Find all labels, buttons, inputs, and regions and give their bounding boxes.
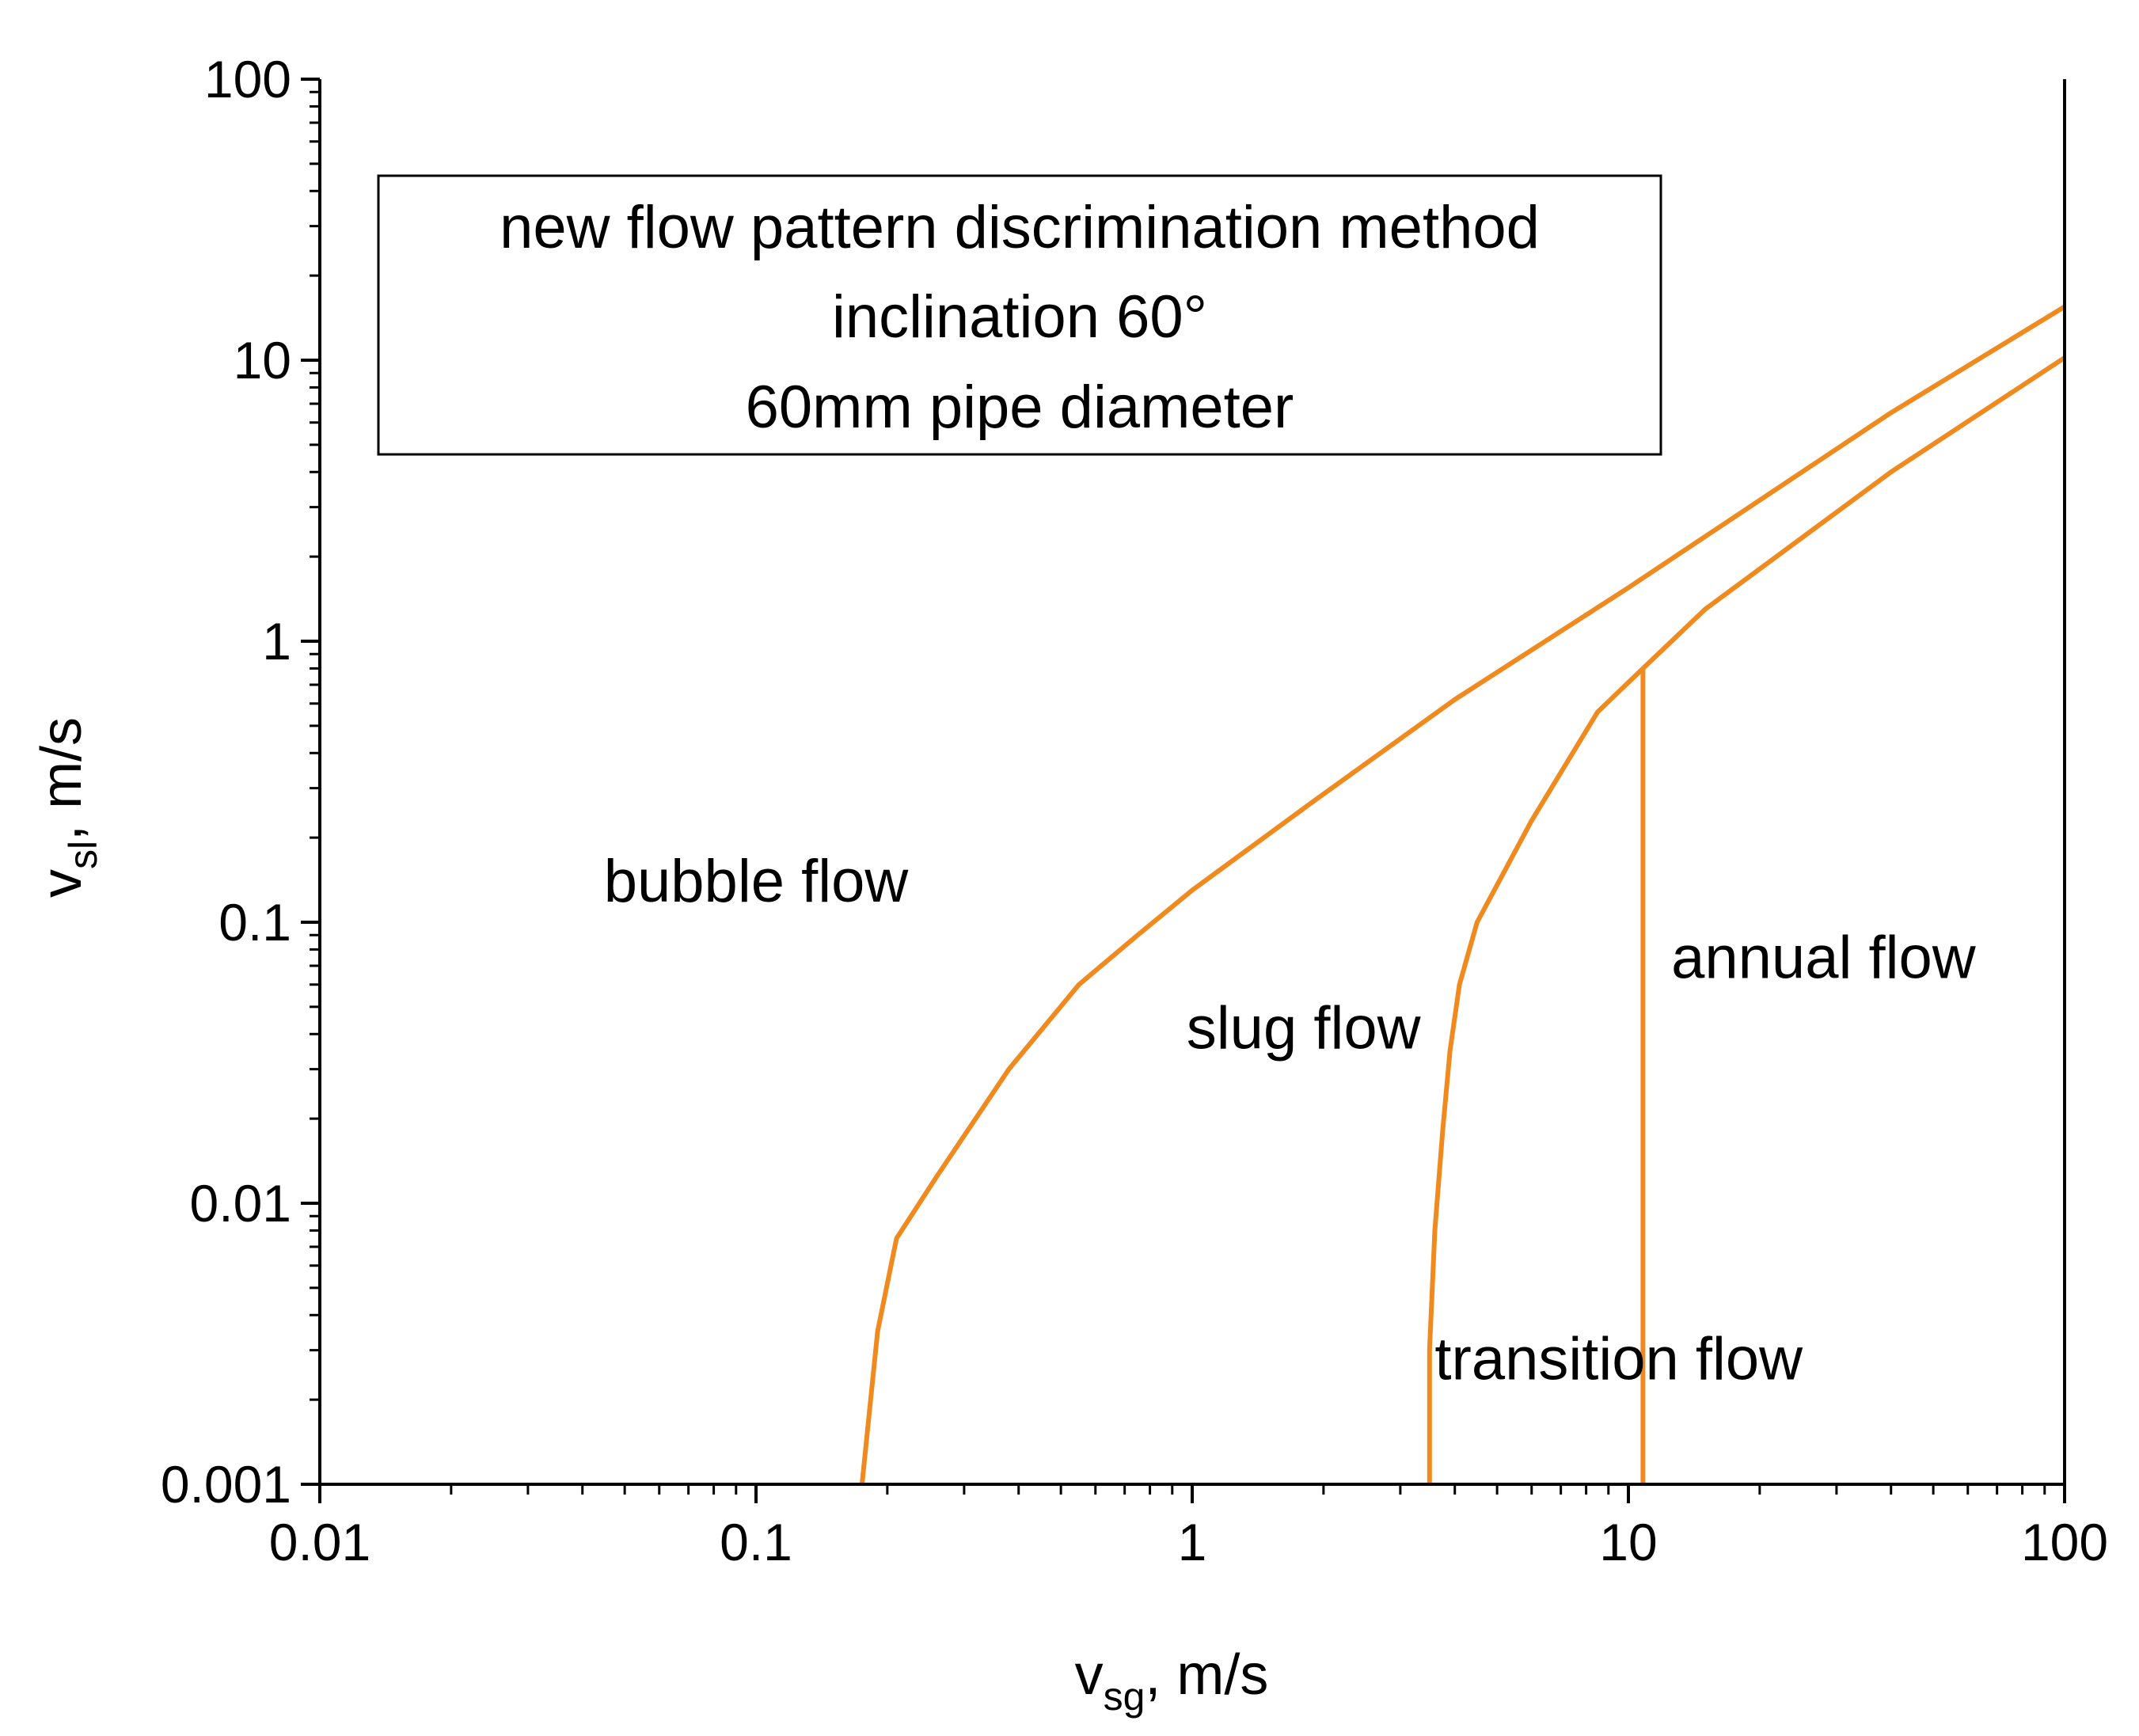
legend-line-3: 60mm pipe diameter [746, 374, 1294, 441]
series-layer [859, 304, 2066, 1485]
y-tick-label: 0.01 [190, 1174, 291, 1233]
y-tick-label: 1 [262, 612, 291, 670]
x-tick-label: 0.1 [720, 1513, 792, 1571]
x-tick-label: 100 [2021, 1513, 2108, 1571]
region-labels: bubble flow slug flow annual flow transitio… [604, 848, 1977, 1392]
x-tick-label: 10 [1599, 1513, 1657, 1571]
legend-line-2: inclination 60° [832, 283, 1207, 351]
legend-line-1: new flow pattern discrimination method [500, 194, 1540, 261]
y-tick-label: 0.1 [218, 893, 291, 952]
y-axis-title: vsl, m/s [30, 717, 105, 898]
region-label: annual flow [1671, 924, 1977, 991]
legend-frame [377, 174, 1662, 456]
x-tick-label: 1 [1178, 1513, 1207, 1571]
legend-box: new flow pattern discrimination method i… [377, 174, 1662, 456]
y-tick-label: 0.001 [161, 1455, 291, 1514]
region-label: slug flow [1187, 995, 1422, 1062]
x-tick-label: 0.01 [269, 1513, 370, 1571]
series-line-1 [859, 304, 2066, 1485]
y-tick-label: 10 [234, 331, 291, 389]
series-line-2 [1427, 355, 2066, 1484]
x-axis-title: vsg, m/s [1075, 1643, 1269, 1719]
region-label: bubble flow [604, 848, 910, 915]
region-label: transition flow [1434, 1325, 1803, 1392]
y-tick-label: 100 [204, 50, 291, 108]
